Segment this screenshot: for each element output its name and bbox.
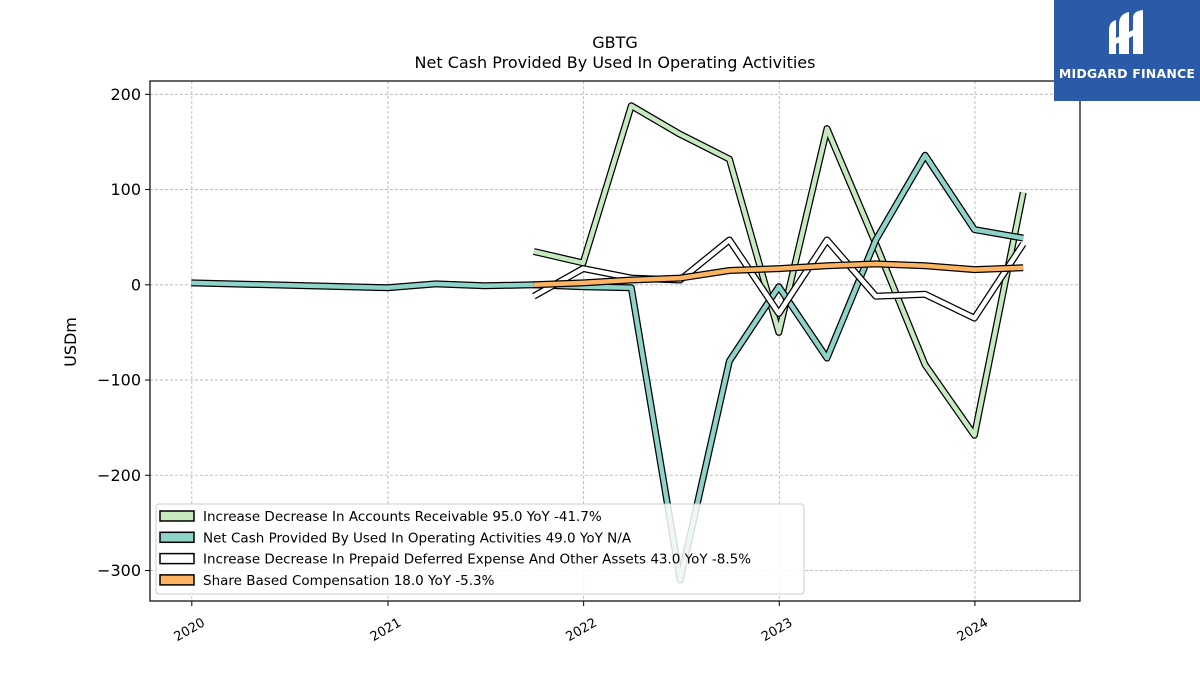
logo-text: MIDGARD FINANCE [1058, 66, 1196, 81]
series-line [533, 260, 1024, 289]
legend-item: Increase Decrease In Accounts Receivable… [159, 509, 602, 525]
legend-swatch [159, 510, 195, 522]
legend-item: Increase Decrease In Prepaid Deferred Ex… [159, 552, 751, 568]
chart-title: GBTG [592, 33, 638, 52]
x-tick-label: 2020 [172, 615, 208, 645]
series-line-fill [533, 103, 1026, 438]
legend-swatch [159, 552, 195, 565]
series-line-fill [532, 237, 1026, 321]
x-tick-label: 2021 [368, 615, 404, 645]
y-tick-label: −300 [97, 561, 141, 580]
y-tick-label: 0 [131, 275, 141, 294]
midgard-m-logo-icon [1109, 10, 1143, 54]
legend-item: Share Based Compensation 18.0 YoY -5.3% [159, 573, 495, 589]
y-tick-label: 200 [110, 85, 141, 104]
y-tick-label: −100 [97, 371, 141, 390]
legend-box [155, 503, 805, 595]
series-line [532, 236, 1027, 322]
x-tick-label: 2023 [759, 615, 795, 645]
series-line [533, 102, 1027, 439]
plot-frame [149, 80, 1081, 602]
y-axis-label: USDm [61, 317, 80, 367]
legend-label: Increase Decrease In Accounts Receivable… [203, 509, 602, 525]
y-tick-label: −200 [97, 466, 141, 485]
x-tick-label: 2022 [563, 615, 599, 645]
legend-label: Share Based Compensation 18.0 YoY -5.3% [203, 573, 495, 589]
y-tick-label: 100 [110, 180, 141, 199]
legend: Increase Decrease In Accounts Receivable… [155, 503, 805, 595]
legend-swatch [159, 574, 195, 586]
x-tick-label: 2024 [955, 615, 991, 645]
series-line-fill [533, 261, 1024, 288]
legend-label: Increase Decrease In Prepaid Deferred Ex… [203, 552, 751, 568]
legend-swatch [159, 531, 195, 544]
chart-subtitle: Net Cash Provided By Used In Operating A… [415, 53, 816, 72]
legend-item: Net Cash Provided By Used In Operating A… [159, 530, 632, 546]
legend-label: Net Cash Provided By Used In Operating A… [203, 530, 632, 546]
midgard-finance-logo: MIDGARD FINANCE [1054, 0, 1200, 101]
